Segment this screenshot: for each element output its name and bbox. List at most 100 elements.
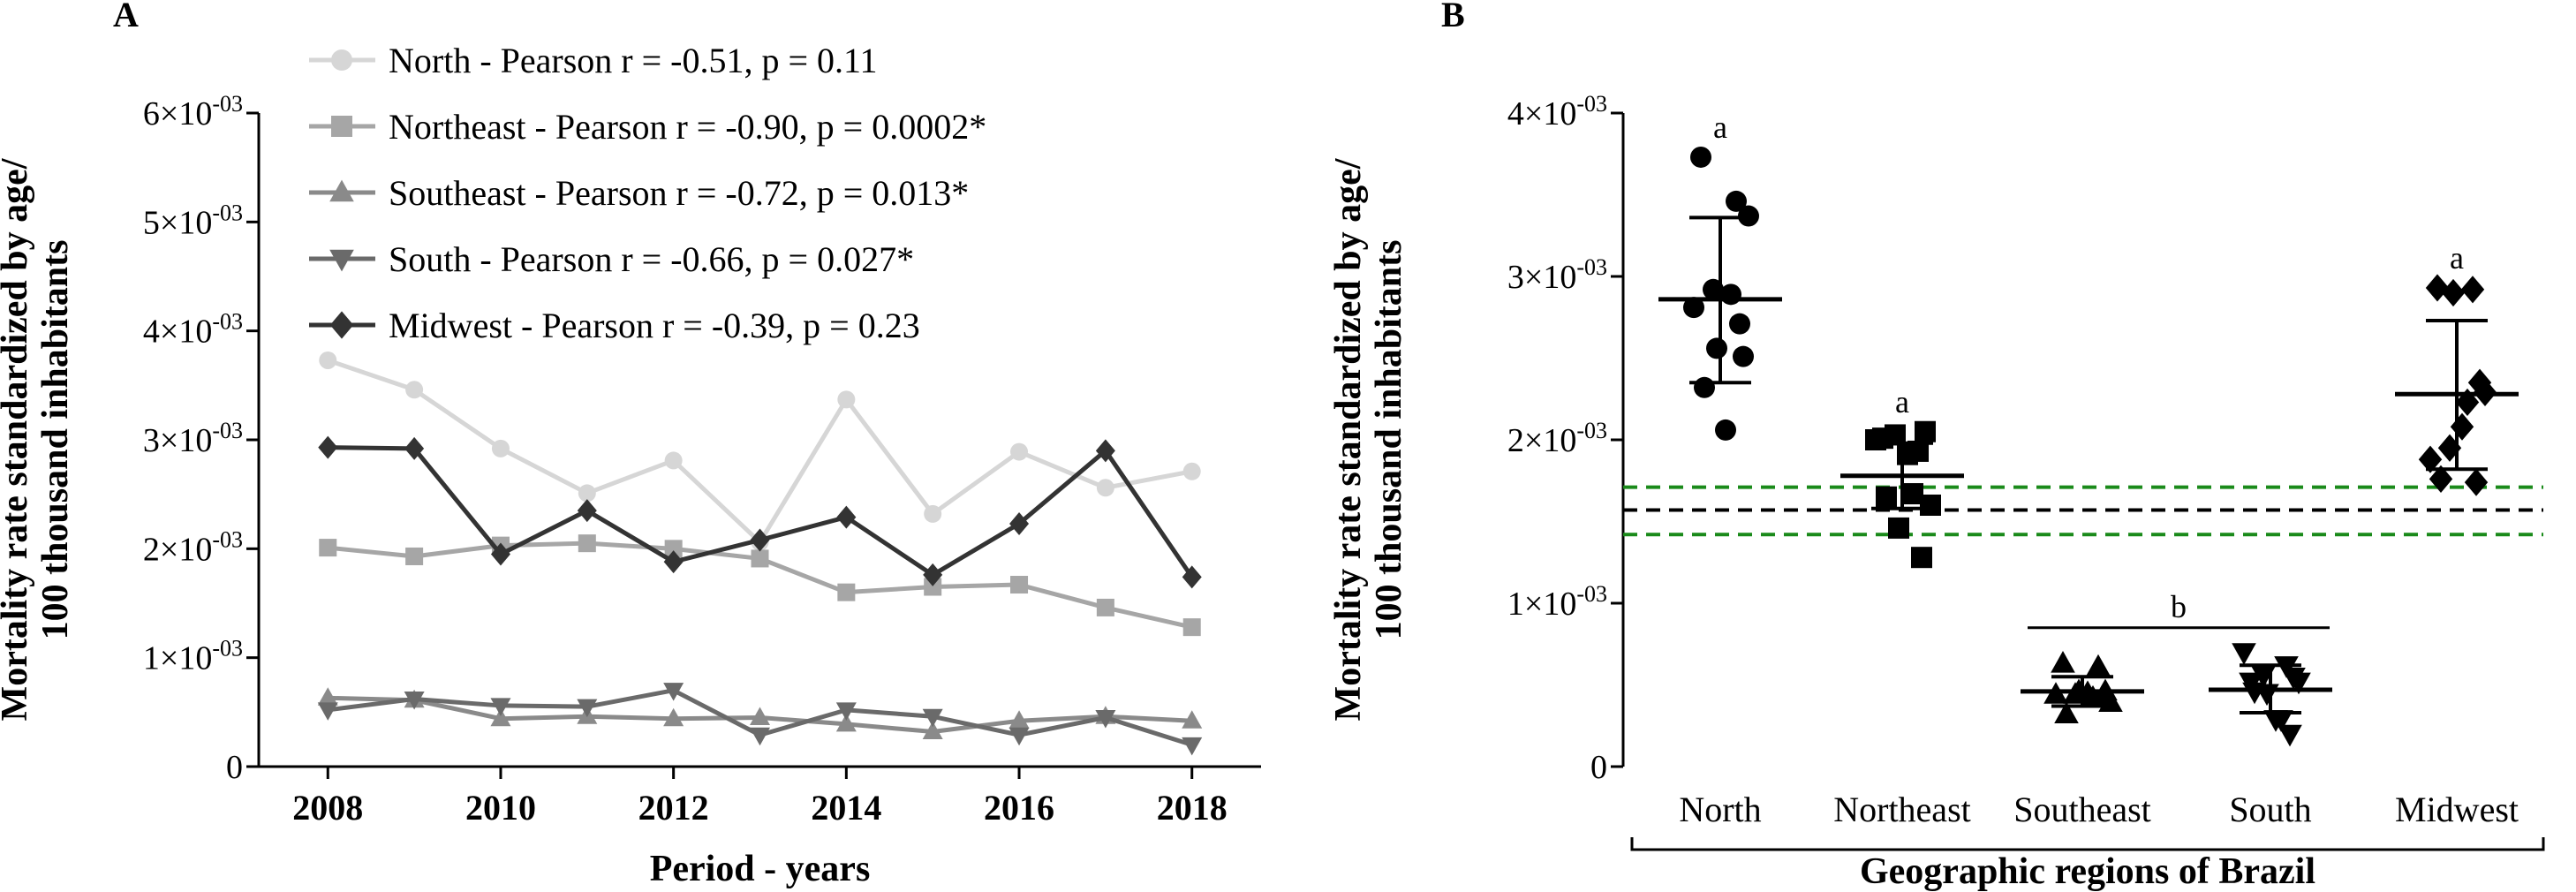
legend-label: Midwest - Pearson r = -0.39, p = 0.23 — [389, 306, 920, 345]
category-label: South — [2229, 790, 2311, 829]
x-tick-label-a: 2014 — [811, 788, 881, 828]
y-tick-label-a: 4×10-03 — [143, 309, 243, 351]
data-point — [319, 351, 337, 369]
data-point — [2437, 434, 2462, 462]
data-point — [2051, 651, 2075, 673]
panel-a: A 0 1×10-03 2×10-03 3×10-03 4×10-03 5×10-03 6×1… — [0, 0, 1261, 889]
data-point — [404, 436, 425, 460]
category-label: Southeast — [2013, 790, 2151, 829]
data-point — [490, 707, 511, 727]
data-point — [663, 707, 684, 727]
data-point — [578, 534, 596, 553]
data-point — [1182, 710, 1203, 729]
data-point — [837, 583, 856, 601]
y-tick-label-a: 2×10-03 — [143, 526, 243, 568]
data-point — [2460, 276, 2485, 304]
data-point — [490, 542, 510, 566]
data-point — [663, 550, 684, 574]
data-point — [317, 687, 338, 706]
data-point — [1182, 737, 1203, 756]
legend-marker — [331, 49, 352, 71]
legend-label: Southeast - Pearson r = -0.72, p = 0.013… — [389, 173, 969, 213]
data-point — [317, 702, 338, 721]
panel-a-label: A — [113, 0, 139, 34]
data-point — [924, 578, 942, 596]
x-tick-label-a: 2012 — [638, 788, 709, 828]
panel-b-label: B — [1441, 0, 1465, 34]
data-point — [1182, 565, 1202, 589]
x-tick-label-a: 2018 — [1157, 788, 1228, 828]
data-point — [490, 698, 511, 716]
data-point — [2441, 278, 2466, 307]
significance-label: a — [1713, 110, 1727, 145]
y-tick-label-a: 5×10-03 — [143, 200, 243, 241]
x-tick-label-a: 2008 — [292, 788, 363, 828]
legend-marker — [329, 249, 354, 272]
y-tick-label-b: 4×10-03 — [1507, 91, 1607, 132]
data-point — [405, 547, 424, 565]
data-point — [663, 683, 684, 701]
significance-label: b — [2171, 589, 2187, 624]
data-point — [1008, 710, 1030, 729]
data-point — [1876, 486, 1897, 508]
data-point — [750, 528, 770, 552]
data-point — [1911, 547, 1932, 569]
data-point — [836, 505, 857, 529]
data-point — [319, 539, 337, 557]
y-tick-label-b: 0 — [1590, 749, 1607, 786]
data-point — [2286, 672, 2311, 695]
data-point — [2429, 465, 2453, 493]
data-point — [405, 381, 424, 399]
data-point — [1715, 419, 1736, 441]
y-axis-label-b: Mortality rate standardized by age/100 t… — [1328, 157, 1409, 721]
y-axis-label-a: Mortality rate standardized by age/100 t… — [0, 157, 76, 721]
significance-label: a — [2450, 240, 2464, 276]
x-tick-label-a: 2010 — [465, 788, 536, 828]
data-point — [1008, 727, 1030, 746]
data-point — [1096, 598, 1114, 616]
data-point — [1683, 297, 1704, 319]
category-label: Northeast — [1833, 790, 1971, 829]
data-point — [2418, 445, 2443, 473]
data-point — [2278, 724, 2302, 747]
data-point — [2467, 368, 2492, 397]
data-point — [664, 540, 683, 558]
data-point — [835, 702, 857, 721]
data-point — [750, 707, 770, 725]
data-point — [2054, 701, 2079, 723]
data-point — [1902, 483, 1923, 505]
data-point — [491, 439, 510, 457]
data-point — [1915, 420, 1936, 442]
category-label: North — [1679, 790, 1761, 829]
legend-label: North - Pearson r = -0.51, p = 0.11 — [389, 41, 878, 80]
data-point — [835, 713, 857, 732]
data-point — [1009, 511, 1030, 535]
data-point — [750, 727, 770, 746]
y-tick-label-a: 3×10-03 — [143, 418, 243, 459]
data-point — [1690, 146, 1711, 168]
data-point — [922, 721, 943, 740]
data-point — [751, 549, 769, 568]
legend-marker — [329, 311, 354, 339]
data-point — [577, 499, 597, 523]
data-point — [1095, 710, 1116, 729]
data-point — [1095, 439, 1115, 463]
data-point — [2450, 412, 2474, 441]
data-point — [1865, 429, 1886, 450]
legend-label: Northeast - Pearson r = -0.90, p = 0.000… — [389, 107, 986, 147]
data-point — [2086, 654, 2111, 677]
x-axis-label-b: Geographic regions of Brazil — [1860, 851, 2315, 892]
data-point — [2455, 388, 2480, 417]
data-point — [578, 484, 596, 503]
y-tick-label-a: 6×10-03 — [143, 91, 243, 132]
data-point — [1706, 337, 1727, 359]
data-point — [924, 504, 942, 523]
legend-label: South - Pearson r = -0.66, p = 0.027* — [389, 239, 914, 279]
data-point — [2269, 710, 2293, 732]
data-point — [1010, 576, 1029, 594]
data-point — [2274, 656, 2299, 678]
data-point — [923, 563, 943, 586]
data-point — [404, 692, 425, 710]
y-tick-label-a: 1×10-03 — [143, 636, 243, 677]
data-point — [664, 451, 683, 470]
